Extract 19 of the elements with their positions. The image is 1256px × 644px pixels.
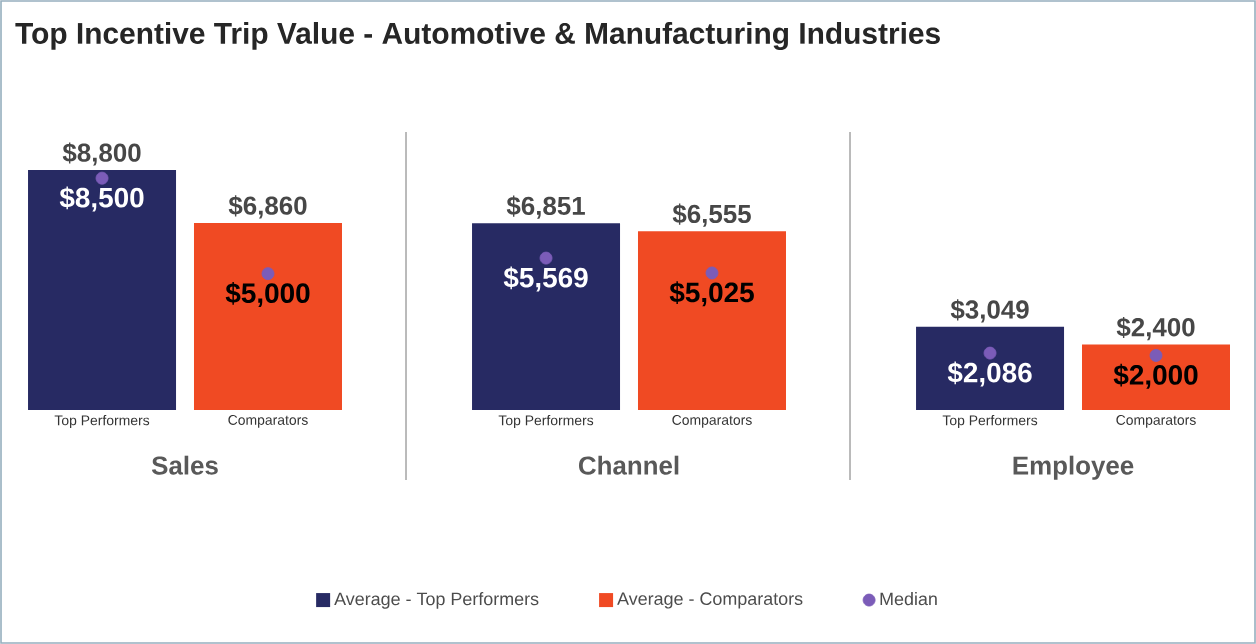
- x-axis-title: Sales: [151, 455, 218, 475]
- data-label: $6,851: [506, 195, 585, 219]
- legend-label: Average - Top Performers: [334, 592, 539, 609]
- data-label: $8,500: [59, 186, 144, 212]
- data-label: $2,000: [1113, 363, 1198, 389]
- legend-label: Median: [880, 592, 937, 606]
- data-label: $6,860: [228, 195, 307, 219]
- text: Top Incentive Trip Value - Automotive & Manufacturing Industries: [15, 22, 940, 51]
- data-label: $8,800: [62, 142, 141, 166]
- x-axis-title: Channel: [578, 455, 679, 475]
- data-label: $3,049: [950, 299, 1029, 323]
- data-label: $2,400: [1116, 316, 1195, 341]
- data-label: $5,000: [225, 282, 310, 308]
- data-label: $5,025: [669, 281, 754, 307]
- legend-label: Average - Comparators: [617, 592, 803, 609]
- x-axis-title: Employee: [1013, 455, 1134, 480]
- data-label: $6,555: [672, 203, 751, 227]
- data-label: $5,569: [503, 266, 588, 292]
- data-label: $2,086: [947, 361, 1032, 387]
